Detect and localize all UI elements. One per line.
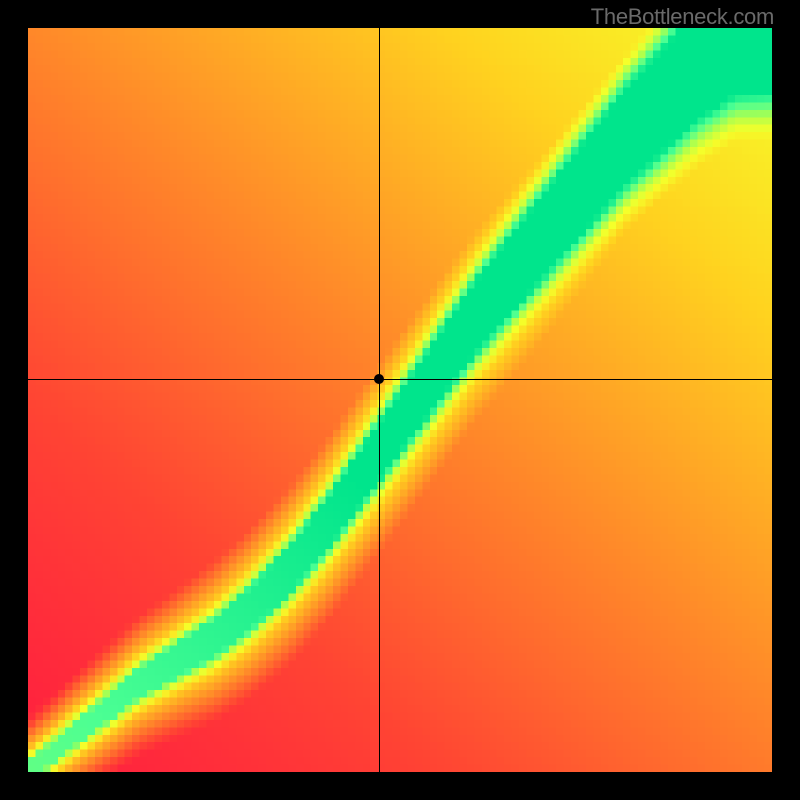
crosshair-vertical: [379, 28, 380, 772]
selection-marker: [374, 374, 384, 384]
plot-area: [28, 28, 772, 772]
bottleneck-heatmap: [28, 28, 772, 772]
watermark-text: TheBottleneck.com: [591, 4, 774, 30]
crosshair-horizontal: [28, 379, 772, 380]
